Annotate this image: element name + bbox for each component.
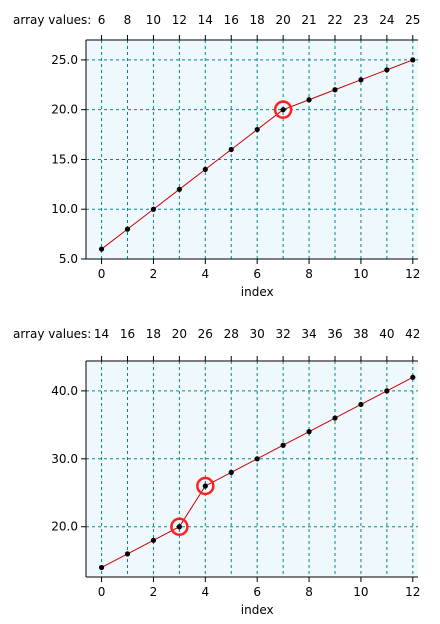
chart-2-y-tick-label: 20.0 — [51, 520, 78, 534]
chart-1-y-tick-label: 25.0 — [51, 53, 78, 67]
chart-2-data-point — [150, 537, 157, 543]
chart-1-data-point — [150, 206, 157, 212]
chart-1-top-tick-label: 8 — [124, 13, 132, 27]
chart-2-top-tick-label: 16 — [120, 327, 135, 341]
chart-1-x-tick-label: 12 — [405, 267, 420, 281]
chart-1-x-tick-label: 6 — [253, 267, 261, 281]
chart-1-top-tick-label: 20 — [275, 13, 290, 27]
chart-2-x-tick-label: 4 — [201, 585, 209, 599]
chart-1-plot-area — [86, 40, 418, 259]
chart-1-data-point — [254, 126, 260, 133]
chart-1-top-tick-label: 6 — [98, 13, 106, 27]
chart-1-top-tick-label: 10 — [146, 13, 161, 27]
chart-2-y-tick-label: 30.0 — [51, 452, 78, 466]
chart-1-data-point — [332, 87, 338, 93]
chart-2-top-tick-label: 42 — [405, 327, 420, 341]
chart-1-top-tick-label: 23 — [353, 13, 368, 27]
chart-bottom: 20.0 30.0 40.0 0 2 4 6 8 10 12 index array values: 1… — [0, 322, 440, 624]
chart-1-data-point — [306, 97, 312, 103]
chart-2-x-tick-label: 6 — [253, 585, 261, 599]
chart-2-x-tick-label: 2 — [150, 585, 158, 599]
chart-2-data-point — [176, 524, 182, 530]
chart-1-y-tick-label: 5.0 — [59, 252, 78, 266]
chart-1-data-point — [228, 146, 234, 153]
chart-2-highlight-circle — [196, 476, 215, 496]
chart-1-data-point — [358, 77, 364, 83]
chart-1-x-tick-label: 8 — [305, 267, 313, 281]
chart-2-data-point — [280, 442, 286, 448]
chart-1-y-tick-label: 20.0 — [51, 103, 78, 117]
chart-1-top-tick-label: 18 — [250, 13, 265, 27]
chart-2-top-tick-label: 32 — [275, 327, 290, 341]
chart-2-top-tick-label: 34 — [301, 327, 316, 341]
chart-2-top-tick-label: 26 — [198, 327, 213, 341]
chart-2-y-tick-label: 40.0 — [51, 384, 78, 398]
chart-2-data-point — [228, 469, 234, 475]
chart-2-top-tick-label: 40 — [379, 327, 394, 341]
chart-1-data-point — [176, 186, 182, 192]
chart-2-top-label: array values: — [13, 327, 91, 341]
chart-1-data-point — [280, 107, 286, 113]
chart-1-data-point — [124, 226, 131, 232]
chart-2-x-tick-label: 8 — [305, 585, 313, 599]
chart-1-top-label: array values: — [13, 13, 91, 27]
chart-2-x-label: index — [241, 603, 274, 617]
chart-1-x-tick-label: 4 — [201, 267, 209, 281]
chart-2-data-point — [254, 456, 260, 462]
chart-2-x-tick-label: 0 — [98, 585, 106, 599]
chart-1-y-tick-label: 10.0 — [51, 202, 78, 216]
chart-1-x-tick-label: 2 — [150, 267, 158, 281]
chart-2-data-point — [306, 429, 312, 435]
chart-2-x-tick-label: 12 — [405, 585, 420, 599]
chart-2-top-tick-label: 28 — [224, 327, 239, 341]
chart-2-top-tick-label: 20 — [172, 327, 187, 341]
chart-2-x-tick-label: 10 — [353, 585, 368, 599]
chart-2-data-point — [384, 388, 390, 394]
chart-1-data-point — [202, 166, 208, 173]
chart-1-x-label: index — [241, 285, 274, 299]
chart-2-plot-area — [86, 361, 418, 577]
chart-1-x-tick-label: 10 — [353, 267, 368, 281]
chart-1-y-tick-label: 15.0 — [51, 152, 78, 166]
chart-2-data-point — [358, 401, 364, 408]
chart-1-top-tick-label: 24 — [379, 13, 394, 27]
chart-1-top-tick-label: 25 — [405, 13, 420, 27]
chart-2-data-point — [202, 483, 208, 489]
chart-2-top-tick-label: 38 — [353, 327, 368, 341]
chart-1-top-tick-label: 14 — [198, 13, 213, 27]
chart-2-top-tick-label: 14 — [94, 327, 109, 341]
chart-1-highlight-circle — [273, 100, 293, 119]
chart-1-data-point — [410, 57, 416, 63]
chart-1-x-tick-label: 0 — [98, 267, 106, 281]
chart-2-highlight-circle — [170, 517, 189, 536]
chart-1-top-tick-label: 12 — [172, 13, 187, 27]
chart-1-top-tick-label: 22 — [327, 13, 342, 27]
chart-top: 5.0 10.0 15.0 20.0 25.0 0 2 4 6 8 10 12 index array v… — [0, 0, 440, 310]
chart-2-data-point — [124, 551, 131, 557]
chart-2-top-tick-label: 30 — [250, 327, 265, 341]
chart-1-data-point — [384, 67, 390, 73]
chart-2-data-point — [410, 374, 416, 380]
chart-1-data-point — [98, 246, 105, 252]
chart-1-top-tick-label: 16 — [224, 13, 239, 27]
chart-1-top-tick-label: 21 — [301, 13, 316, 27]
chart-2-top-tick-label: 36 — [327, 327, 342, 341]
chart-2-data-point — [332, 415, 338, 421]
chart-2-top-tick-label: 18 — [146, 327, 161, 341]
chart-2-data-point — [98, 564, 105, 571]
